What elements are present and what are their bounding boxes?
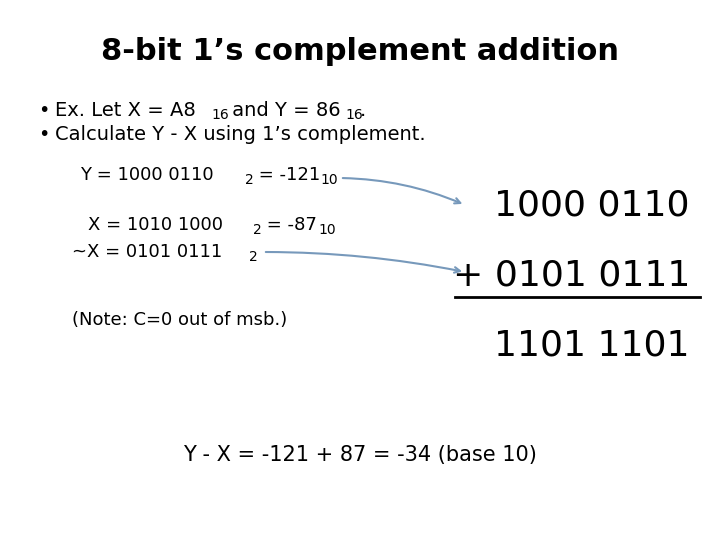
Text: X = 1010 1000: X = 1010 1000 — [88, 216, 223, 234]
Text: 10: 10 — [318, 223, 336, 237]
Text: •: • — [38, 100, 50, 119]
Text: •: • — [38, 125, 50, 145]
Text: 10: 10 — [320, 173, 338, 187]
Text: ~X = 0101 0111: ~X = 0101 0111 — [72, 243, 222, 261]
Text: Y = 1000 0110: Y = 1000 0110 — [80, 166, 214, 184]
Text: Ex. Let X = A8: Ex. Let X = A8 — [55, 100, 196, 119]
Text: + 0101 0111: + 0101 0111 — [453, 258, 690, 292]
Text: = -87: = -87 — [261, 216, 317, 234]
Text: 16: 16 — [211, 108, 229, 122]
Text: 2: 2 — [253, 223, 262, 237]
Text: and Y = 86: and Y = 86 — [226, 100, 341, 119]
Text: (Note: C=0 out of msb.): (Note: C=0 out of msb.) — [72, 311, 287, 329]
Text: 2: 2 — [249, 250, 258, 264]
Text: 2: 2 — [245, 173, 253, 187]
Text: 1000 0110: 1000 0110 — [495, 188, 690, 222]
Text: 16: 16 — [345, 108, 363, 122]
Text: = -121: = -121 — [253, 166, 320, 184]
Text: .: . — [360, 100, 366, 119]
Text: 1101 1101: 1101 1101 — [495, 328, 690, 362]
Text: Calculate Y - X using 1’s complement.: Calculate Y - X using 1’s complement. — [55, 125, 426, 145]
Text: Y - X = -121 + 87 = -34 (base 10): Y - X = -121 + 87 = -34 (base 10) — [183, 445, 537, 465]
Text: 8-bit 1’s complement addition: 8-bit 1’s complement addition — [101, 37, 619, 66]
